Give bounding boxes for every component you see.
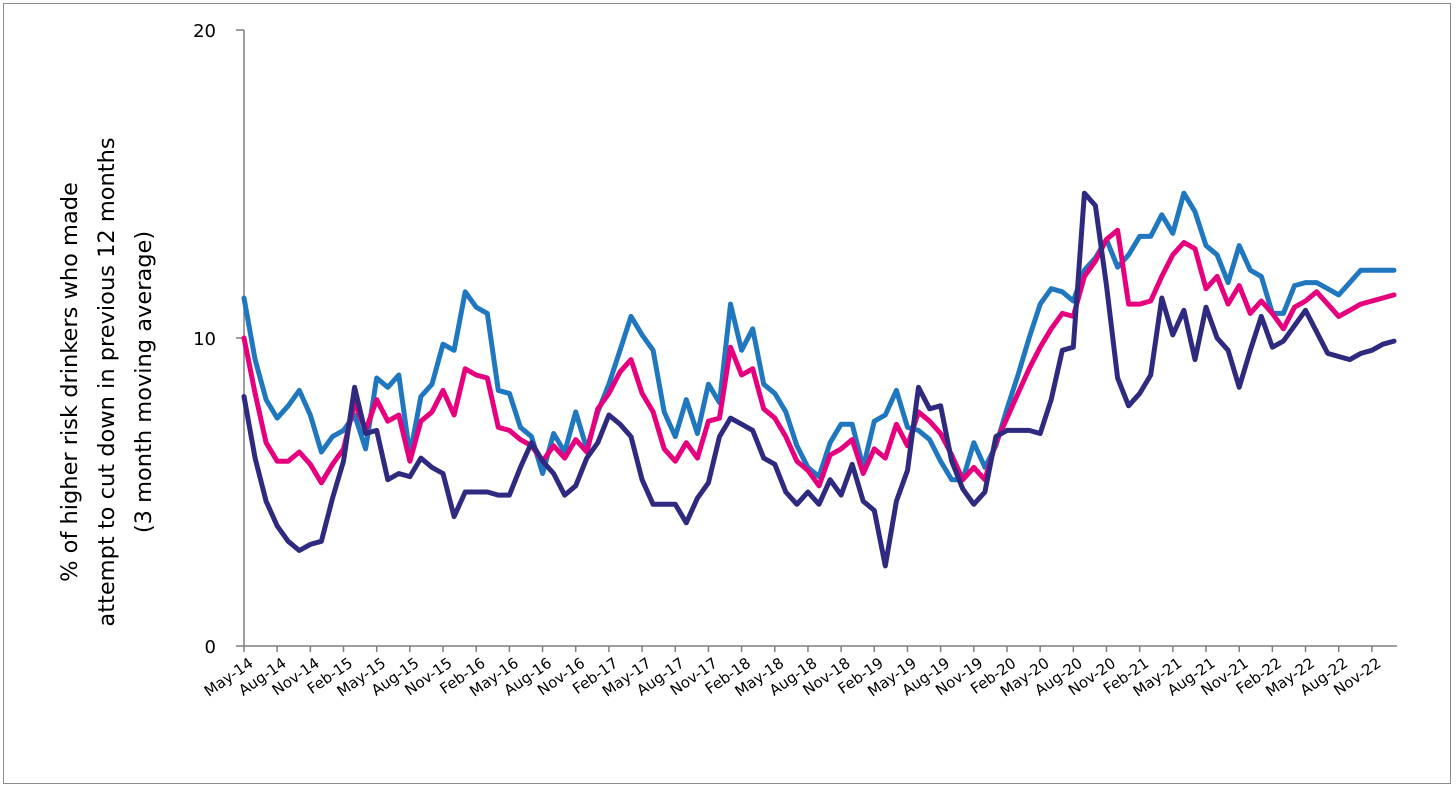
x-axis: May-14Aug-14Nov-14Feb-15May-15Aug-15Nov-… bbox=[201, 645, 1397, 700]
chart-frame: % of higher risk drinkers who made attem… bbox=[3, 3, 1451, 784]
line-chart: % of higher risk drinkers who made attem… bbox=[57, 21, 1397, 700]
series-line-magenta bbox=[241, 227, 1397, 489]
series-group bbox=[241, 190, 1397, 569]
y-tick-label: 0 bbox=[205, 637, 216, 658]
series-line-light-blue bbox=[241, 190, 1397, 483]
y-axis-title-line-2: attempt to cut down in previous 12 month… bbox=[94, 137, 120, 626]
y-tick-label: 20 bbox=[193, 21, 216, 42]
y-axis-title-line-1: % of higher risk drinkers who made bbox=[57, 182, 83, 582]
y-axis-title-line-3: (3 month moving average) bbox=[131, 231, 157, 533]
series-line-dark-navy bbox=[241, 190, 1397, 569]
y-axis: 0 10 20 bbox=[193, 21, 245, 658]
y-tick-label: 10 bbox=[193, 329, 216, 350]
